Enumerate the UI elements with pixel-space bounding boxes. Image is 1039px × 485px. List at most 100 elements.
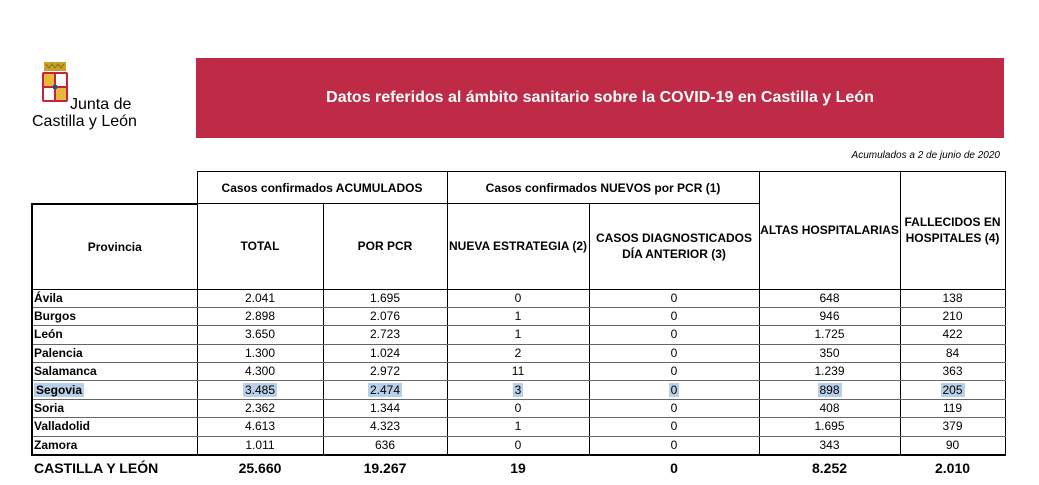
table-cell: 898 [758, 380, 901, 400]
cell-value: 1.300 [244, 345, 276, 360]
table-cell: 119 [899, 399, 1006, 419]
table-row: Zamora 1.011 636 0 0 343 90 [31, 436, 1006, 456]
province-name: Soria [31, 399, 198, 419]
table-cell: 343 [758, 436, 901, 456]
table-cell: 1.725 [758, 325, 901, 345]
cell-value: 138 [942, 290, 963, 305]
cell-value: 0 [514, 437, 522, 452]
cell-value: 2 [514, 345, 522, 360]
table-cell: 363 [899, 362, 1006, 382]
cell-value: 119 [942, 401, 963, 416]
cell-value: 1 [514, 419, 522, 434]
table-cell: 379 [899, 417, 1006, 437]
province-name: Burgos [31, 307, 198, 327]
cell-value: 3.650 [244, 327, 276, 342]
cell-value: 0 [514, 401, 522, 416]
table-cell: 0 [446, 289, 590, 308]
province-name: León [31, 325, 198, 345]
group-header-nuevos: Casos confirmados NUEVOS por PCR (1) [446, 171, 760, 204]
covid-data-table: Casos confirmados ACUMULADOS Casos confi… [31, 171, 1006, 481]
cell-value: 0 [668, 382, 680, 397]
cell-value: Burgos [34, 309, 76, 324]
table-cell: 4.323 [322, 417, 448, 437]
empty-corner [32, 172, 197, 204]
cell-value: 4.323 [369, 419, 401, 434]
table-cell: 90 [899, 436, 1006, 456]
cell-value: 210 [942, 309, 963, 324]
cell-value: 1.695 [369, 290, 401, 305]
table-cell: 84 [899, 344, 1006, 364]
total-cell: 19 [447, 454, 590, 481]
total-row: CASTILLA Y LEÓN 25.660 19.267 19 0 8.252… [32, 454, 1006, 481]
cell-value: 408 [819, 401, 840, 416]
table-cell: 3.650 [196, 325, 324, 345]
table-cell: 0 [588, 436, 760, 456]
table-cell: 0 [446, 436, 590, 456]
cell-value: 1.344 [369, 401, 401, 416]
table-cell: 350 [758, 344, 901, 364]
table-cell: 2.898 [196, 307, 324, 327]
cell-value: Salamanca [34, 364, 97, 379]
table-cell: 648 [758, 289, 901, 308]
table-cell: 4.300 [196, 362, 324, 382]
table-cell: 2.041 [196, 289, 324, 308]
cell-value: 946 [819, 309, 840, 324]
cell-value: 4.613 [244, 419, 276, 434]
header-provincia: Provincia [31, 202, 198, 290]
cell-value: 2.041 [244, 290, 276, 305]
cell-value: Soria [34, 401, 65, 416]
cell-value: 0 [670, 419, 678, 434]
table-cell: 1 [446, 307, 590, 327]
cell-value: Zamora [34, 437, 78, 452]
table-cell: 0 [588, 380, 760, 400]
province-name: Palencia [31, 344, 198, 364]
cell-value: Palencia [34, 345, 83, 360]
cell-value: 1.011 [245, 437, 275, 452]
table-cell: 2.474 [322, 380, 448, 400]
cell-value: 0 [670, 364, 678, 379]
table-cell: 1 [446, 417, 590, 437]
cell-value: 2.362 [244, 401, 276, 416]
cell-value: 363 [942, 364, 963, 379]
cell-value: 2.076 [369, 309, 401, 324]
logo-line1: Junta de [70, 96, 132, 113]
table-cell: 0 [588, 417, 760, 437]
cell-value: 205 [940, 382, 965, 397]
cell-value: 2.723 [369, 327, 401, 342]
table-row: Palencia 1.300 1.024 2 0 350 84 [31, 344, 1006, 364]
table-row: Valladolid 4.613 4.323 1 0 1.695 379 [31, 417, 1006, 437]
page-title-banner: Datos referidos al ámbito sanitario sobr… [196, 58, 1004, 138]
total-label: CASTILLA Y LEÓN [32, 454, 197, 481]
table-cell: 0 [588, 399, 760, 419]
province-name: Segovia [31, 380, 198, 400]
cell-value: Ávila [34, 290, 63, 305]
cell-value: Valladolid [34, 419, 91, 434]
province-name: Salamanca [31, 362, 198, 382]
total-cell: 8.252 [759, 454, 901, 481]
cell-value: 0 [670, 290, 678, 305]
logo-line2: Castilla y León [32, 113, 137, 130]
table-cell: 1.695 [322, 289, 448, 308]
table-cell: 946 [758, 307, 901, 327]
table-cell: 3 [446, 380, 590, 400]
table-cell: 0 [588, 289, 760, 308]
table-cell: 2.362 [196, 399, 324, 419]
header-fallecidos: FALLECIDOS EN HOSPITALES (4) [899, 171, 1006, 290]
cell-value: 422 [942, 327, 963, 342]
cell-value: León [34, 327, 63, 342]
cell-value: 379 [942, 419, 963, 434]
table-row: Soria 2.362 1.344 0 0 408 119 [31, 399, 1006, 419]
total-cell: 19.267 [323, 454, 448, 481]
table-row: Segovia 3.485 2.474 3 0 898 205 [31, 380, 1006, 400]
cell-value: 0 [670, 327, 678, 342]
cell-value: 0 [670, 401, 678, 416]
cell-value: 4.300 [244, 364, 276, 379]
table-row: Ávila 2.041 1.695 0 0 648 138 [31, 289, 1006, 308]
cell-value: 3 [512, 382, 524, 397]
table-cell: 11 [446, 362, 590, 382]
cell-value: 898 [817, 382, 842, 397]
header-casos-diagnosticados: CASOS DIAGNOSTICADOS DÍA ANTERIOR (3) [588, 203, 760, 290]
table-cell: 0 [588, 362, 760, 382]
junta-logo: Junta de Castilla y León [26, 62, 166, 142]
cell-value: 1 [514, 309, 522, 324]
